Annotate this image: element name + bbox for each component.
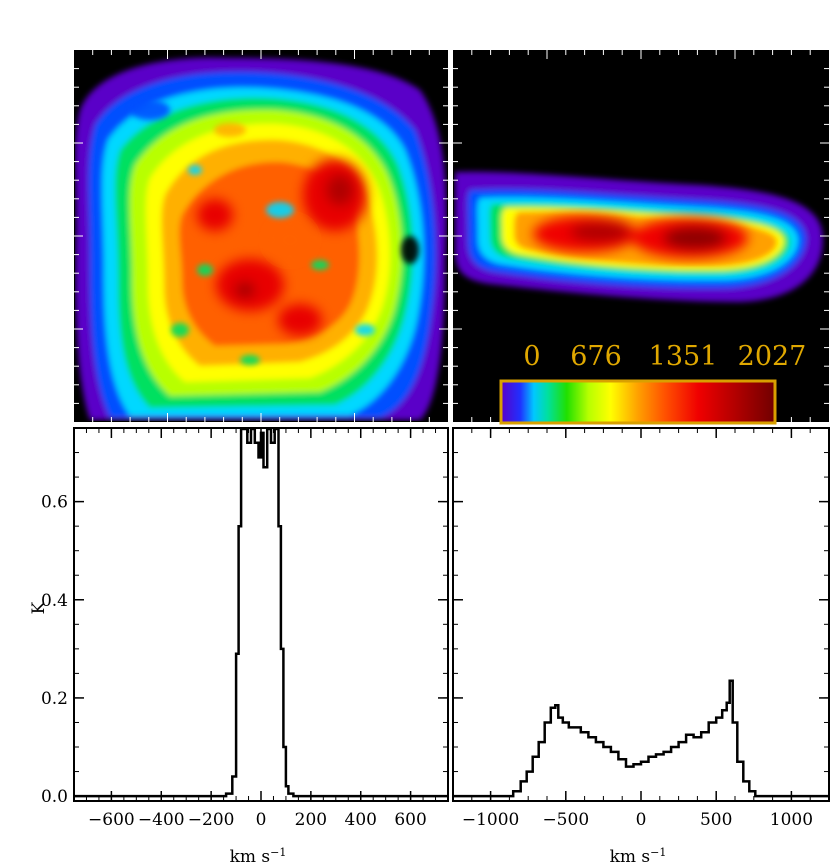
colorbar-tick-label-2: 1351	[649, 341, 718, 372]
edge-on-spectrum-x-tick-label: 0	[636, 810, 647, 830]
colorbar-tick-label-0: 0	[523, 341, 540, 372]
colorbar-gradient	[501, 381, 775, 423]
colorbar-tick-label-3: 2027	[738, 341, 807, 372]
face-on-spectrum-x-tick-label: −400	[138, 810, 185, 830]
face-on-spectrum: −600 −400 −200 0 200 400 600 0.0 0.2 0.4 0.6 km s−…	[29, 427, 449, 867]
face-on-spectrum-line	[74, 427, 448, 798]
face-on-map-ticks	[74, 50, 448, 422]
face-on-spectrum-x-tick-label: 200	[295, 810, 327, 830]
face-on-map	[74, 50, 448, 422]
edge-on-spectrum-xlabel: km s−1	[610, 846, 667, 867]
face-on-spectrum-xlabel-sup: −1	[270, 846, 286, 859]
face-on-spectrum-frame	[73, 427, 449, 802]
colorbar: 0 676 1351 2027	[499, 341, 807, 425]
edge-on-map	[453, 50, 829, 422]
face-on-spectrum-y-tick-label: 0.2	[41, 689, 68, 709]
face-on-spectrum-ylabel: K	[29, 601, 49, 614]
face-on-spectrum-xlabel-text: km s	[230, 847, 271, 867]
face-on-spectrum-x-tick-label: −600	[88, 810, 135, 830]
edge-on-spectrum-x-tick-label: −1000	[462, 810, 520, 830]
edge-on-spectrum-x-tick-label: −500	[542, 810, 589, 830]
face-on-spectrum-xlabel: km s−1	[230, 846, 287, 867]
edge-on-spectrum-line	[453, 679, 829, 798]
colorbar-border	[499, 379, 777, 425]
edge-on-spectrum-xlabel-text: km s	[610, 847, 651, 867]
face-on-spectrum-y-tick-label: 0.4	[41, 591, 68, 611]
face-on-spectrum-y-tick-label: 0.0	[41, 787, 68, 807]
edge-on-spectrum-axes: −1000 −500 0 500 1000	[452, 428, 830, 830]
edge-on-spectrum-xlabel-sup: −1	[650, 846, 666, 859]
edge-on-spectrum-x-tick-label: 500	[700, 810, 732, 830]
face-on-spectrum-x-tick-label: 0	[256, 810, 267, 830]
face-on-spectrum-x-tick-label: 600	[394, 810, 426, 830]
edge-on-spectrum-x-tick-label: 1000	[770, 810, 813, 830]
colorbar-tick-label-1: 676	[570, 341, 622, 372]
edge-on-spectrum: −1000 −500 0 500 1000 km s−1	[452, 427, 830, 867]
face-on-spectrum-x-tick-label: 400	[345, 810, 377, 830]
face-on-spectrum-x-tick-label: −200	[188, 810, 235, 830]
edge-on-spectrum-frame	[452, 427, 830, 802]
face-on-spectrum-y-tick-label: 0.6	[41, 493, 68, 513]
